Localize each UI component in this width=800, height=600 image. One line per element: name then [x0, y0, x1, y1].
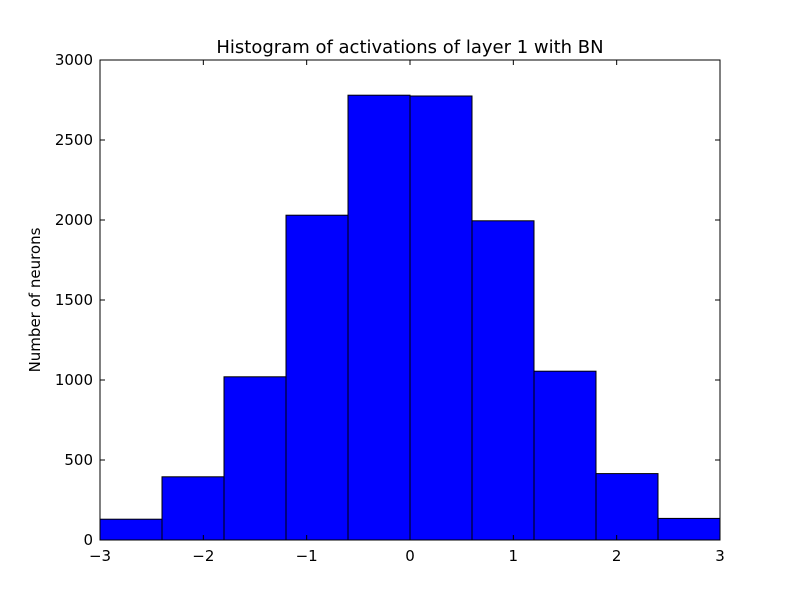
- histogram-bar-5: [409, 95, 473, 541]
- histogram-bar-0: [99, 518, 163, 541]
- y-tick-label-4: 2000: [55, 211, 93, 229]
- y-tick-label-0: 0: [83, 531, 93, 549]
- histogram-bar-4: [347, 94, 411, 541]
- x-tick-label-2: −1: [296, 547, 318, 565]
- tick-labels-group: −3 −2 −1 0 1 2 3 0 500 1000 1500 2000 2500 3000: [55, 51, 725, 565]
- x-tick-label-1: −2: [192, 547, 214, 565]
- bars-group: [99, 94, 721, 541]
- y-axis-title: Number of neurons: [26, 227, 44, 372]
- histogram-bar-1: [161, 476, 225, 541]
- histogram-bar-2: [223, 376, 287, 541]
- x-tick-label-3: 0: [405, 547, 415, 565]
- y-tick-label-5: 2500: [55, 131, 93, 149]
- x-tick-label-4: 1: [509, 547, 519, 565]
- plot-frame: [99, 59, 721, 541]
- histogram-bar-6: [471, 220, 535, 541]
- histogram-bar-9: [657, 517, 721, 541]
- y-tick-label-6: 3000: [55, 51, 93, 69]
- x-tick-label-6: 3: [715, 547, 725, 565]
- y-tick-label-1: 500: [64, 451, 93, 469]
- histogram-bar-8: [595, 473, 659, 541]
- x-tick-label-0: −3: [89, 547, 111, 565]
- x-tick-label-5: 2: [612, 547, 622, 565]
- y-tick-label-3: 1500: [55, 291, 93, 309]
- histogram-bar-3: [285, 214, 349, 541]
- histogram-bar-7: [533, 370, 597, 541]
- chart-title: Histogram of activations of layer 1 with…: [216, 37, 603, 58]
- y-tick-label-2: 1000: [55, 371, 93, 389]
